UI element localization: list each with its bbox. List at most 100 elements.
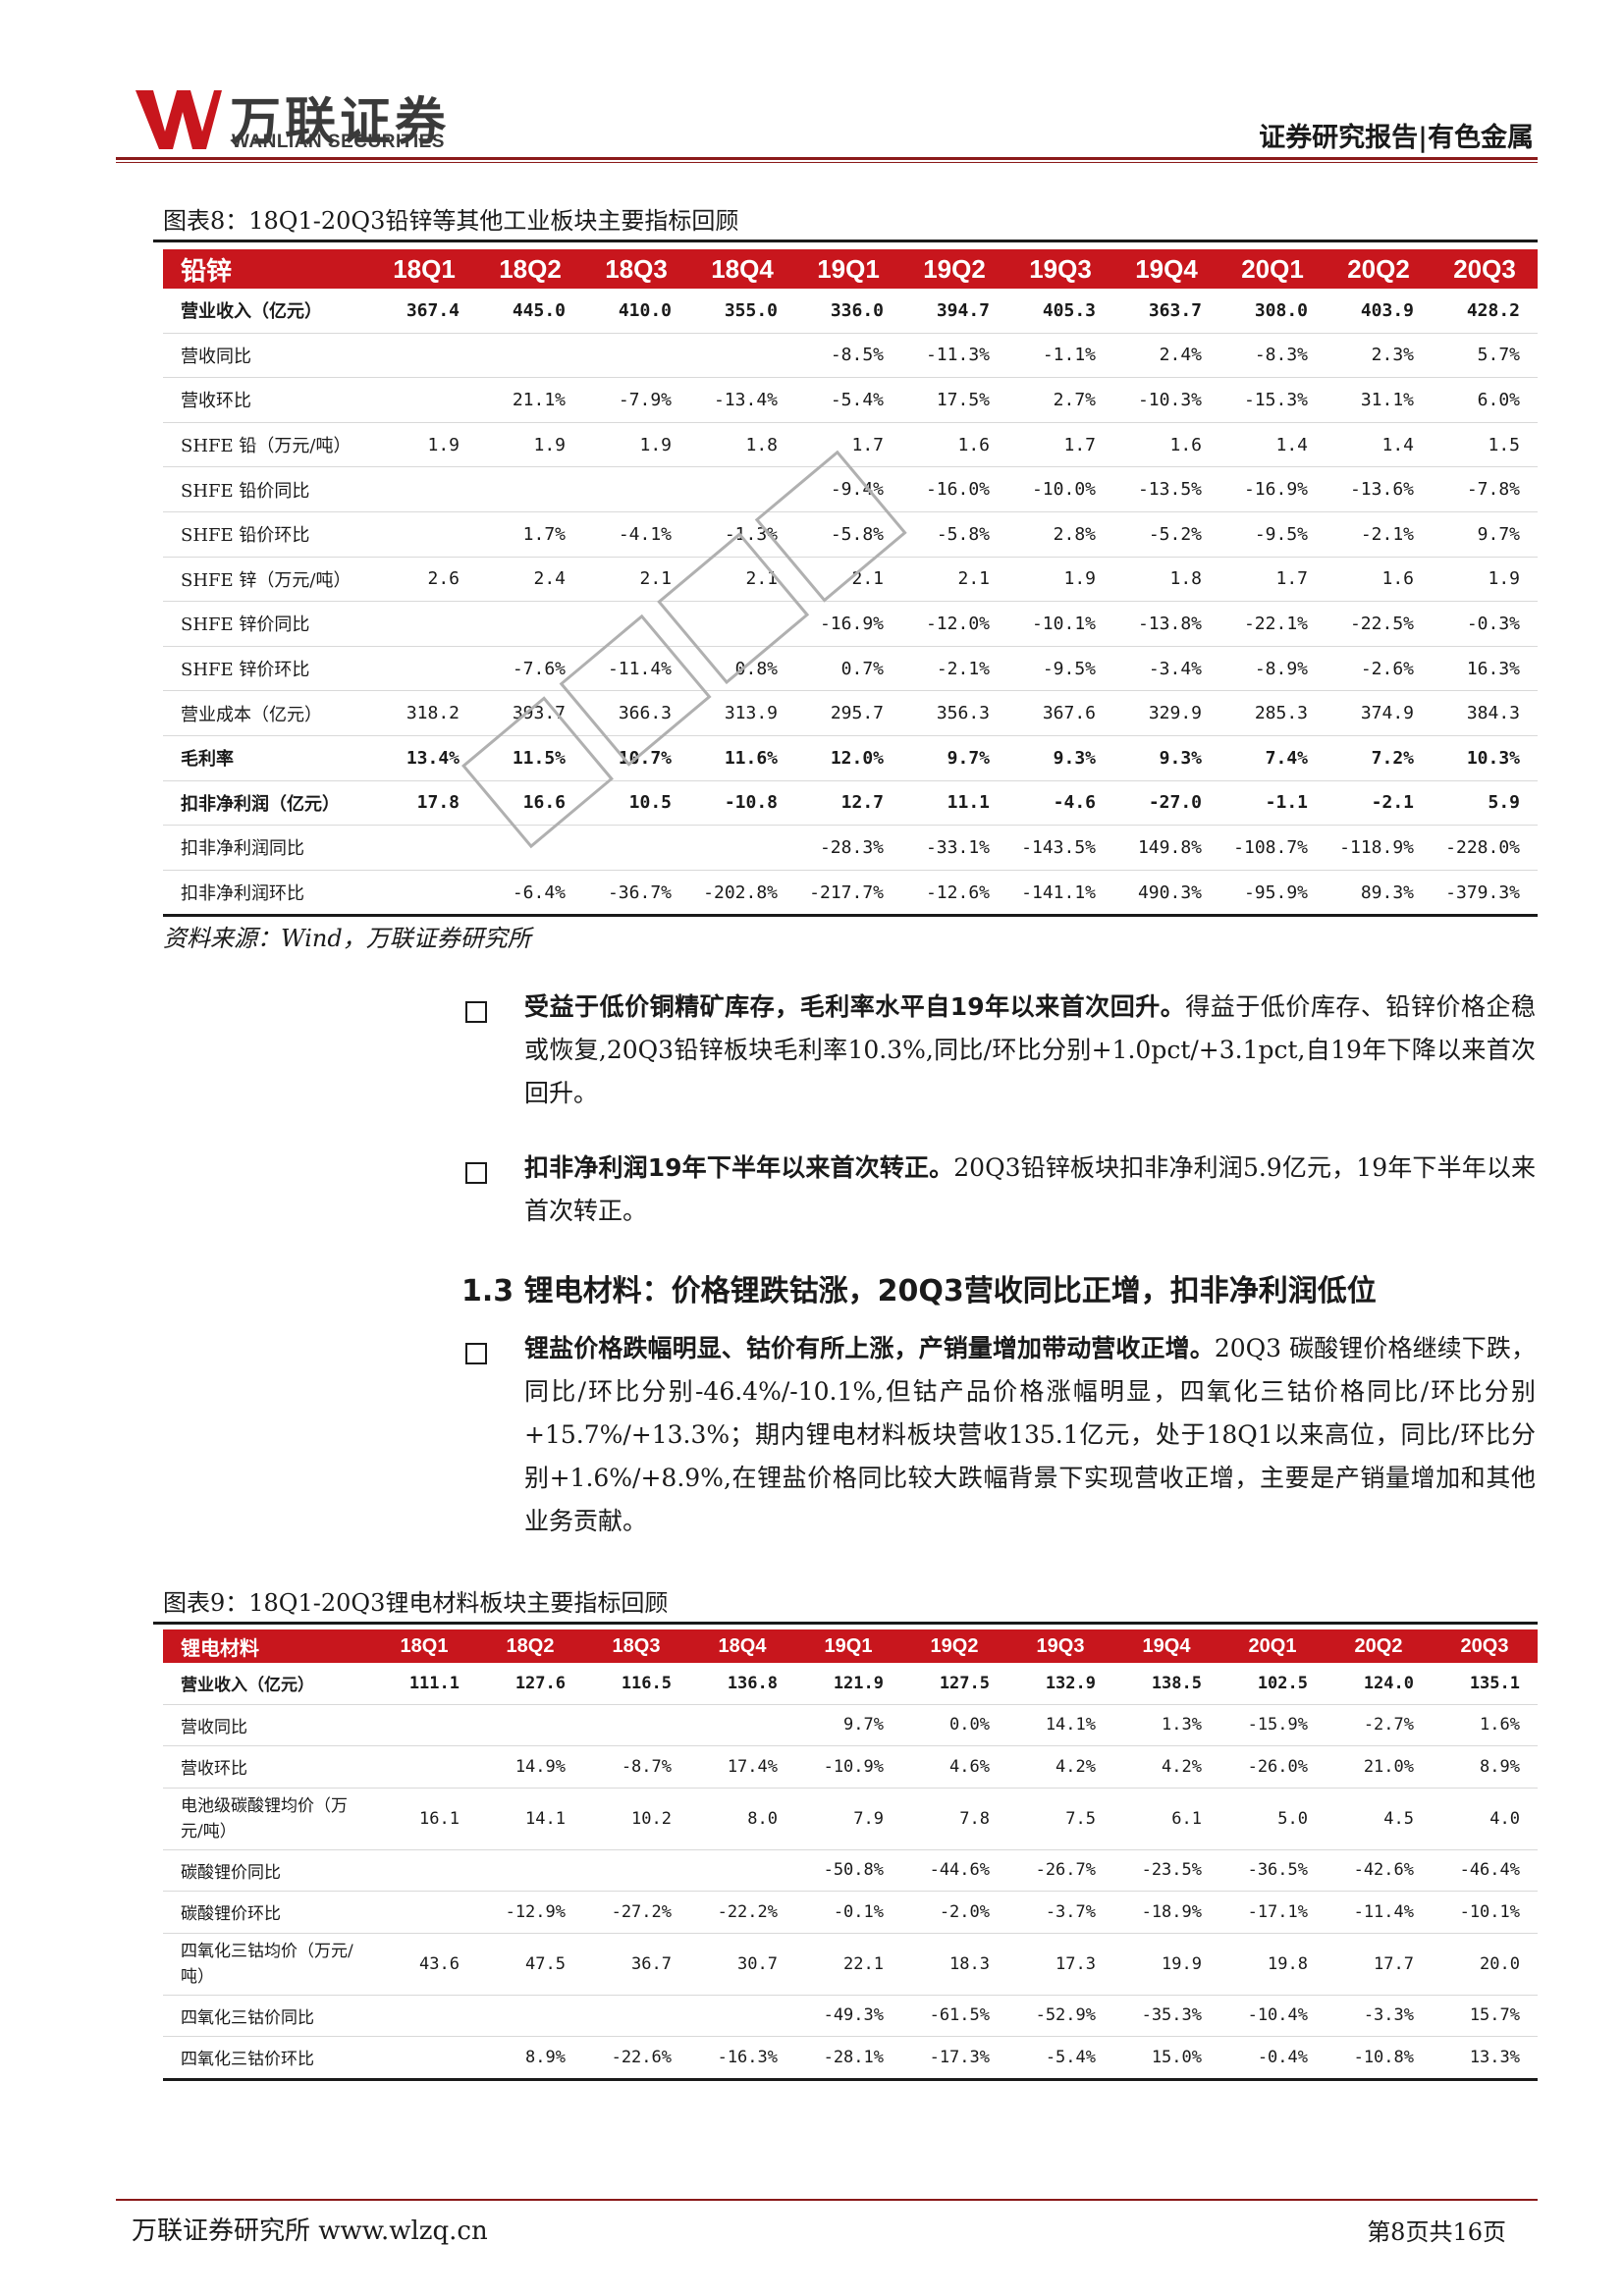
table-cell bbox=[583, 466, 689, 512]
table-cell: 2.4 bbox=[477, 557, 583, 603]
table-cell: -5.4% bbox=[1007, 2036, 1113, 2081]
table-cell: -6.4% bbox=[477, 870, 583, 918]
table-cell: -10.0% bbox=[1007, 466, 1113, 512]
table-cell bbox=[371, 1849, 477, 1892]
table-cell: 36.7 bbox=[583, 1933, 689, 1996]
table-cell: -1.1% bbox=[1007, 333, 1113, 379]
table-cell: 1.9 bbox=[1432, 557, 1538, 603]
table-cell: 0.8% bbox=[689, 646, 795, 692]
table-cell: -13.6% bbox=[1326, 466, 1432, 512]
table-cell: 17.5% bbox=[901, 377, 1007, 423]
table-cell: 14.1 bbox=[477, 1788, 583, 1850]
table-cell: -10.9% bbox=[795, 1745, 901, 1789]
table-row: 营收环比 14.9% -8.7% 17.4% -10.9% 4.6% 4.2% 4.2% -26… bbox=[163, 1745, 1538, 1789]
table-header-quarter: 19Q3 bbox=[1007, 249, 1113, 289]
table-cell: -2.0% bbox=[901, 1891, 1007, 1934]
table-cell: -15.3% bbox=[1219, 377, 1326, 423]
paragraph-lead: 扣非净利润19年下半年以来首次转正。 bbox=[524, 1153, 954, 1182]
table-cell: -10.1% bbox=[1007, 601, 1113, 647]
table-cell: 12.7 bbox=[795, 780, 901, 827]
table-cell: 445.0 bbox=[477, 289, 583, 334]
table-cell bbox=[371, 601, 477, 647]
table-cell: -3.3% bbox=[1326, 1995, 1432, 2037]
table-cell: 10.5 bbox=[583, 780, 689, 827]
table-cell: -8.5% bbox=[795, 333, 901, 379]
table-cell: -44.6% bbox=[901, 1849, 1007, 1892]
table-cell: 21.0% bbox=[1326, 1745, 1432, 1789]
table-header-quarter: 18Q2 bbox=[477, 249, 583, 289]
row-label: SHFE 锌（万元/吨） bbox=[163, 557, 371, 603]
table-cell: -118.9% bbox=[1326, 825, 1432, 871]
table-cell: -2.1% bbox=[1326, 511, 1432, 558]
table-cell bbox=[477, 825, 583, 871]
header-divider-thin bbox=[116, 162, 1538, 163]
table-cell: 111.1 bbox=[371, 1663, 477, 1705]
table-cell: -49.3% bbox=[795, 1995, 901, 2037]
table-cell: 2.1 bbox=[689, 557, 795, 603]
table-cell: 6.0% bbox=[1432, 377, 1538, 423]
table-row: SHFE 铅（万元/吨） 1.9 1.9 1.9 1.8 1.7 1.6 1.7 1.6 1.4 1… bbox=[163, 422, 1538, 468]
row-label: 扣非净利润环比 bbox=[163, 870, 371, 918]
table-row: 扣非净利润环比 -6.4% -36.7% -202.8% -217.7% -12.6% -1… bbox=[163, 870, 1538, 918]
table-cell: -13.5% bbox=[1113, 466, 1219, 512]
table-cell: 285.3 bbox=[1219, 690, 1326, 736]
paragraph-net-profit: 扣非净利润19年下半年以来首次转正。20Q3铅锌板块扣非净利润5.9亿元，19年… bbox=[465, 1147, 1536, 1233]
table-cell: 20.0 bbox=[1432, 1933, 1538, 1996]
table-cell bbox=[689, 601, 795, 647]
table-cell: 1.9 bbox=[583, 422, 689, 468]
table-row: 碳酸锂价同比 -50.8% -44.6% -26.7% -23.5% -36.5% -42.… bbox=[163, 1849, 1538, 1892]
table-cell: 384.3 bbox=[1432, 690, 1538, 736]
table-cell: 1.4 bbox=[1219, 422, 1326, 468]
table-cell bbox=[689, 825, 795, 871]
table-cell bbox=[371, 1995, 477, 2037]
bullet-checkbox-icon bbox=[465, 1343, 487, 1364]
table-cell: -217.7% bbox=[795, 870, 901, 918]
table-cell: -8.3% bbox=[1219, 333, 1326, 379]
table-cell: -95.9% bbox=[1219, 870, 1326, 918]
table-cell: 403.9 bbox=[1326, 289, 1432, 334]
table-row: 营收环比 21.1% -7.9% -13.4% -5.4% 17.5% 2.7% -10.3%… bbox=[163, 377, 1538, 423]
table-cell: -36.7% bbox=[583, 870, 689, 918]
table-cell: -11.4% bbox=[583, 646, 689, 692]
table-cell: -8.9% bbox=[1219, 646, 1326, 692]
table-cell: 47.5 bbox=[477, 1933, 583, 1996]
table-cell bbox=[689, 1849, 795, 1892]
table-header-quarter: 20Q3 bbox=[1432, 249, 1538, 289]
paragraph-body: 20Q3 碳酸锂价格继续下跌，同比/环比分别-46.4%/-10.1%,但钴产品… bbox=[524, 1334, 1536, 1535]
table-cell: 2.6 bbox=[371, 557, 477, 603]
table-cell: 1.7 bbox=[795, 422, 901, 468]
table-cell: 17.3 bbox=[1007, 1933, 1113, 1996]
table-cell: -46.4% bbox=[1432, 1849, 1538, 1892]
row-label: 扣非净利润（亿元） bbox=[163, 780, 371, 827]
row-label: 碳酸锂价同比 bbox=[163, 1849, 371, 1892]
table-cell: 313.9 bbox=[689, 690, 795, 736]
table-cell: -10.8% bbox=[1326, 2036, 1432, 2081]
table-cell bbox=[371, 377, 477, 423]
table-cell: 2.3% bbox=[1326, 333, 1432, 379]
row-label: 营收同比 bbox=[163, 333, 371, 379]
table-row: 营业收入（亿元） 367.4 445.0 410.0 355.0 336.0 394.7 40… bbox=[163, 289, 1538, 334]
row-label: 营收同比 bbox=[163, 1704, 371, 1746]
table-cell: 14.1% bbox=[1007, 1704, 1113, 1746]
table-row: 营业收入（亿元） 111.1 127.6 116.5 136.8 121.9 127.5 13… bbox=[163, 1663, 1538, 1705]
row-label: SHFE 锌价同比 bbox=[163, 601, 371, 647]
row-label: 营业收入（亿元） bbox=[163, 289, 371, 334]
table-cell: 4.2% bbox=[1113, 1745, 1219, 1789]
table-cell: 1.3% bbox=[1113, 1704, 1219, 1746]
table-header-quarter: 20Q3 bbox=[1432, 1629, 1538, 1663]
table-cell: 4.6% bbox=[901, 1745, 1007, 1789]
table-cell: -5.4% bbox=[795, 377, 901, 423]
footer-divider bbox=[116, 2199, 1538, 2201]
table-header-row: 锂电材料 18Q1 18Q2 18Q3 18Q4 19Q1 19Q2 19Q3 19Q4 20Q1… bbox=[163, 1629, 1538, 1663]
table-row: SHFE 锌价环比 -7.6% -11.4% 0.8% 0.7% -2.1% -9.5% -3… bbox=[163, 646, 1538, 692]
table-cell: 2.8% bbox=[1007, 511, 1113, 558]
table-cell: 11.5% bbox=[477, 735, 583, 781]
table-cell: 43.6 bbox=[371, 1933, 477, 1996]
table-cell: 1.6 bbox=[1113, 422, 1219, 468]
table-cell: 10.2 bbox=[583, 1788, 689, 1850]
table-cell: -10.8 bbox=[689, 780, 795, 827]
table-cell: -7.8% bbox=[1432, 466, 1538, 512]
table-header-quarter: 19Q2 bbox=[901, 249, 1007, 289]
logo-w-mark bbox=[135, 90, 222, 149]
table-cell: -22.1% bbox=[1219, 601, 1326, 647]
